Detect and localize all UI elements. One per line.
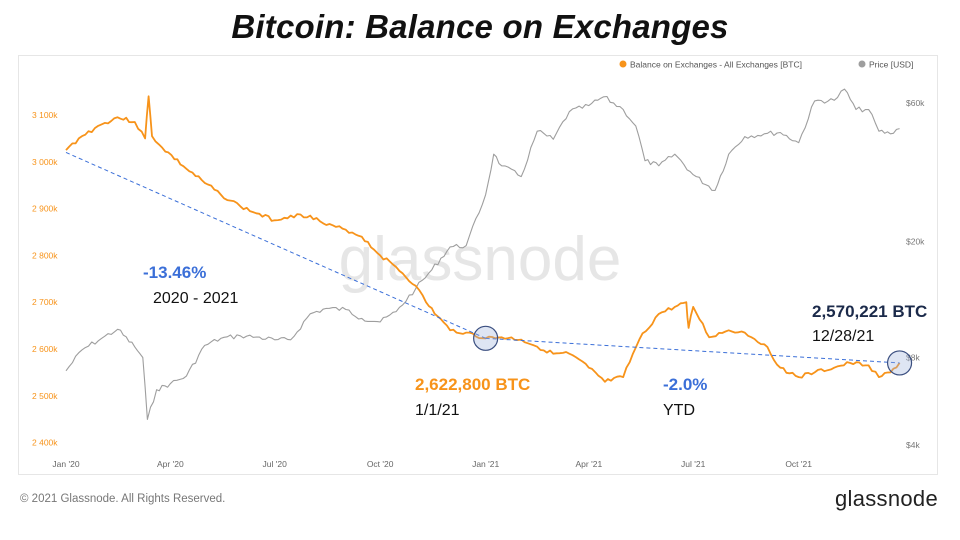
x-tick-label: Oct '21 bbox=[785, 459, 812, 469]
y-left-tick-label: 2 900k bbox=[32, 204, 58, 214]
x-tick-label: Jan '20 bbox=[52, 459, 79, 469]
annotation-balance-end: 2,570,221 BTC bbox=[812, 302, 927, 321]
y-left-tick-label: 3 000k bbox=[32, 157, 58, 167]
annotation-period-ytd: YTD bbox=[663, 402, 695, 419]
price-series-line bbox=[65, 88, 900, 420]
annotation-period-2yr: 2020 - 2021 bbox=[153, 290, 239, 307]
y-left-tick-label: 2 600k bbox=[32, 344, 58, 354]
annotation-balance-start-date: 1/1/21 bbox=[415, 402, 460, 419]
highlight-circle bbox=[886, 350, 913, 376]
x-tick-label: Jan '21 bbox=[472, 459, 499, 469]
x-tick-label: Jul '21 bbox=[681, 459, 706, 469]
y-left-tick-label: 2 700k bbox=[32, 297, 58, 307]
balance-series-line bbox=[65, 95, 901, 383]
glassnode-logo: glassnode bbox=[835, 486, 938, 511]
watermark-text: glassnode bbox=[339, 225, 622, 294]
y-right-tick-label: $60k bbox=[906, 98, 925, 108]
y-left-tick-label: 2 400k bbox=[32, 438, 58, 448]
y-left-tick-label: 3 100k bbox=[32, 110, 58, 120]
y-left-tick-label: 2 500k bbox=[32, 391, 58, 401]
legend-balance-marker bbox=[619, 60, 627, 68]
x-tick-label: Jul '20 bbox=[263, 459, 288, 469]
copyright-text: © 2021 Glassnode. All Rights Reserved. bbox=[20, 493, 226, 505]
legend-balance-label: Balance on Exchanges - All Exchanges [BT… bbox=[630, 60, 802, 70]
annotation-change-2yr: -13.46% bbox=[143, 263, 206, 282]
x-tick-label: Apr '20 bbox=[157, 459, 184, 469]
annotation-balance-start: 2,622,800 BTC bbox=[415, 375, 530, 394]
x-tick-label: Oct '20 bbox=[367, 459, 394, 469]
annotation-balance-end-date: 12/28/21 bbox=[812, 328, 874, 345]
legend-price-label: Price [USD] bbox=[869, 60, 913, 70]
y-left-tick-label: 2 800k bbox=[32, 250, 58, 260]
legend-price-marker bbox=[858, 60, 866, 68]
y-right-tick-label: $20k bbox=[906, 237, 925, 247]
chart-frame bbox=[18, 55, 938, 475]
x-tick-label: Apr '21 bbox=[576, 459, 603, 469]
y-right-tick-label: $8k bbox=[906, 352, 920, 362]
annotation-change-ytd: -2.0% bbox=[663, 375, 707, 394]
highlight-circle bbox=[473, 325, 499, 351]
chart-title: Bitcoin: Balance on Exchanges bbox=[231, 8, 729, 45]
y-right-tick-label: $4k bbox=[906, 440, 920, 450]
trend-line bbox=[485, 337, 900, 364]
